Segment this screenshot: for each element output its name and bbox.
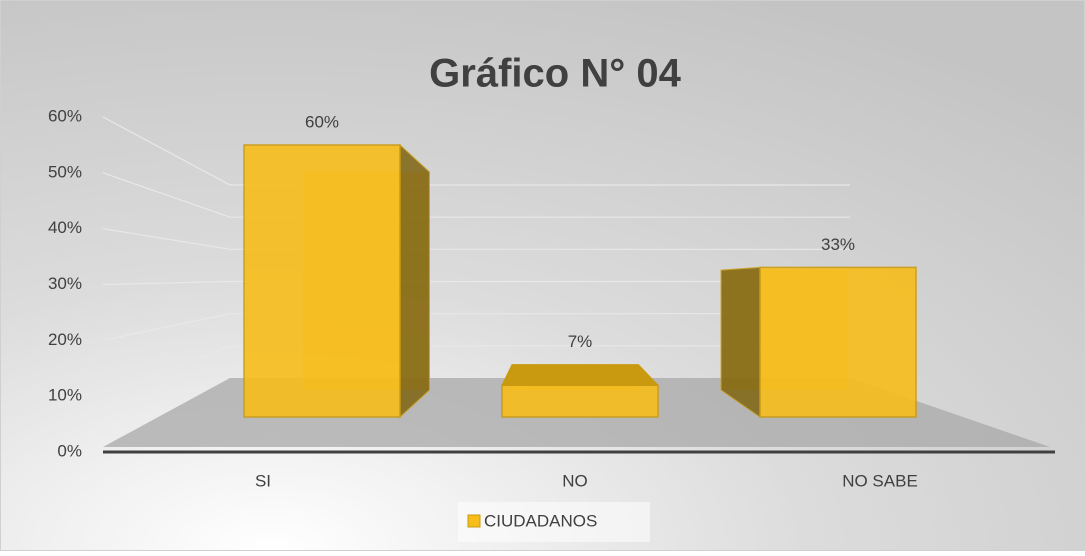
- bar-top: [501, 364, 660, 386]
- grid-line: [102, 172, 850, 218]
- legend-box: [458, 502, 650, 542]
- y-tick-label: 0%: [57, 441, 82, 460]
- y-tick-label: 60%: [48, 106, 82, 125]
- grid-line: [102, 345, 850, 397]
- grid-line: [102, 280, 850, 286]
- legend-swatch: [467, 514, 481, 528]
- bar-side: [720, 266, 761, 418]
- x-tick-label: SI: [255, 471, 271, 490]
- bar: [501, 384, 659, 418]
- grid-line: [102, 116, 850, 186]
- grid-line: [102, 313, 850, 341]
- y-tick-label: 30%: [48, 274, 82, 293]
- legend-label: CIUDADANOS: [484, 511, 597, 530]
- grid-line: [102, 228, 850, 250]
- bar: [759, 266, 917, 418]
- bar: [243, 144, 401, 418]
- data-label: 33%: [821, 235, 855, 254]
- y-tick-label: 20%: [48, 330, 82, 349]
- y-tick-label: 10%: [48, 386, 82, 405]
- x-tick-label: NO: [562, 471, 588, 490]
- chart-title: Gráfico N° 04: [429, 52, 681, 96]
- y-tick-label: 40%: [48, 218, 82, 237]
- data-label: 7%: [568, 332, 593, 351]
- x-tick-label: NO SABE: [842, 471, 918, 490]
- bar-side: [399, 143, 430, 419]
- y-tick-label: 50%: [48, 162, 82, 181]
- data-label: 60%: [305, 112, 339, 131]
